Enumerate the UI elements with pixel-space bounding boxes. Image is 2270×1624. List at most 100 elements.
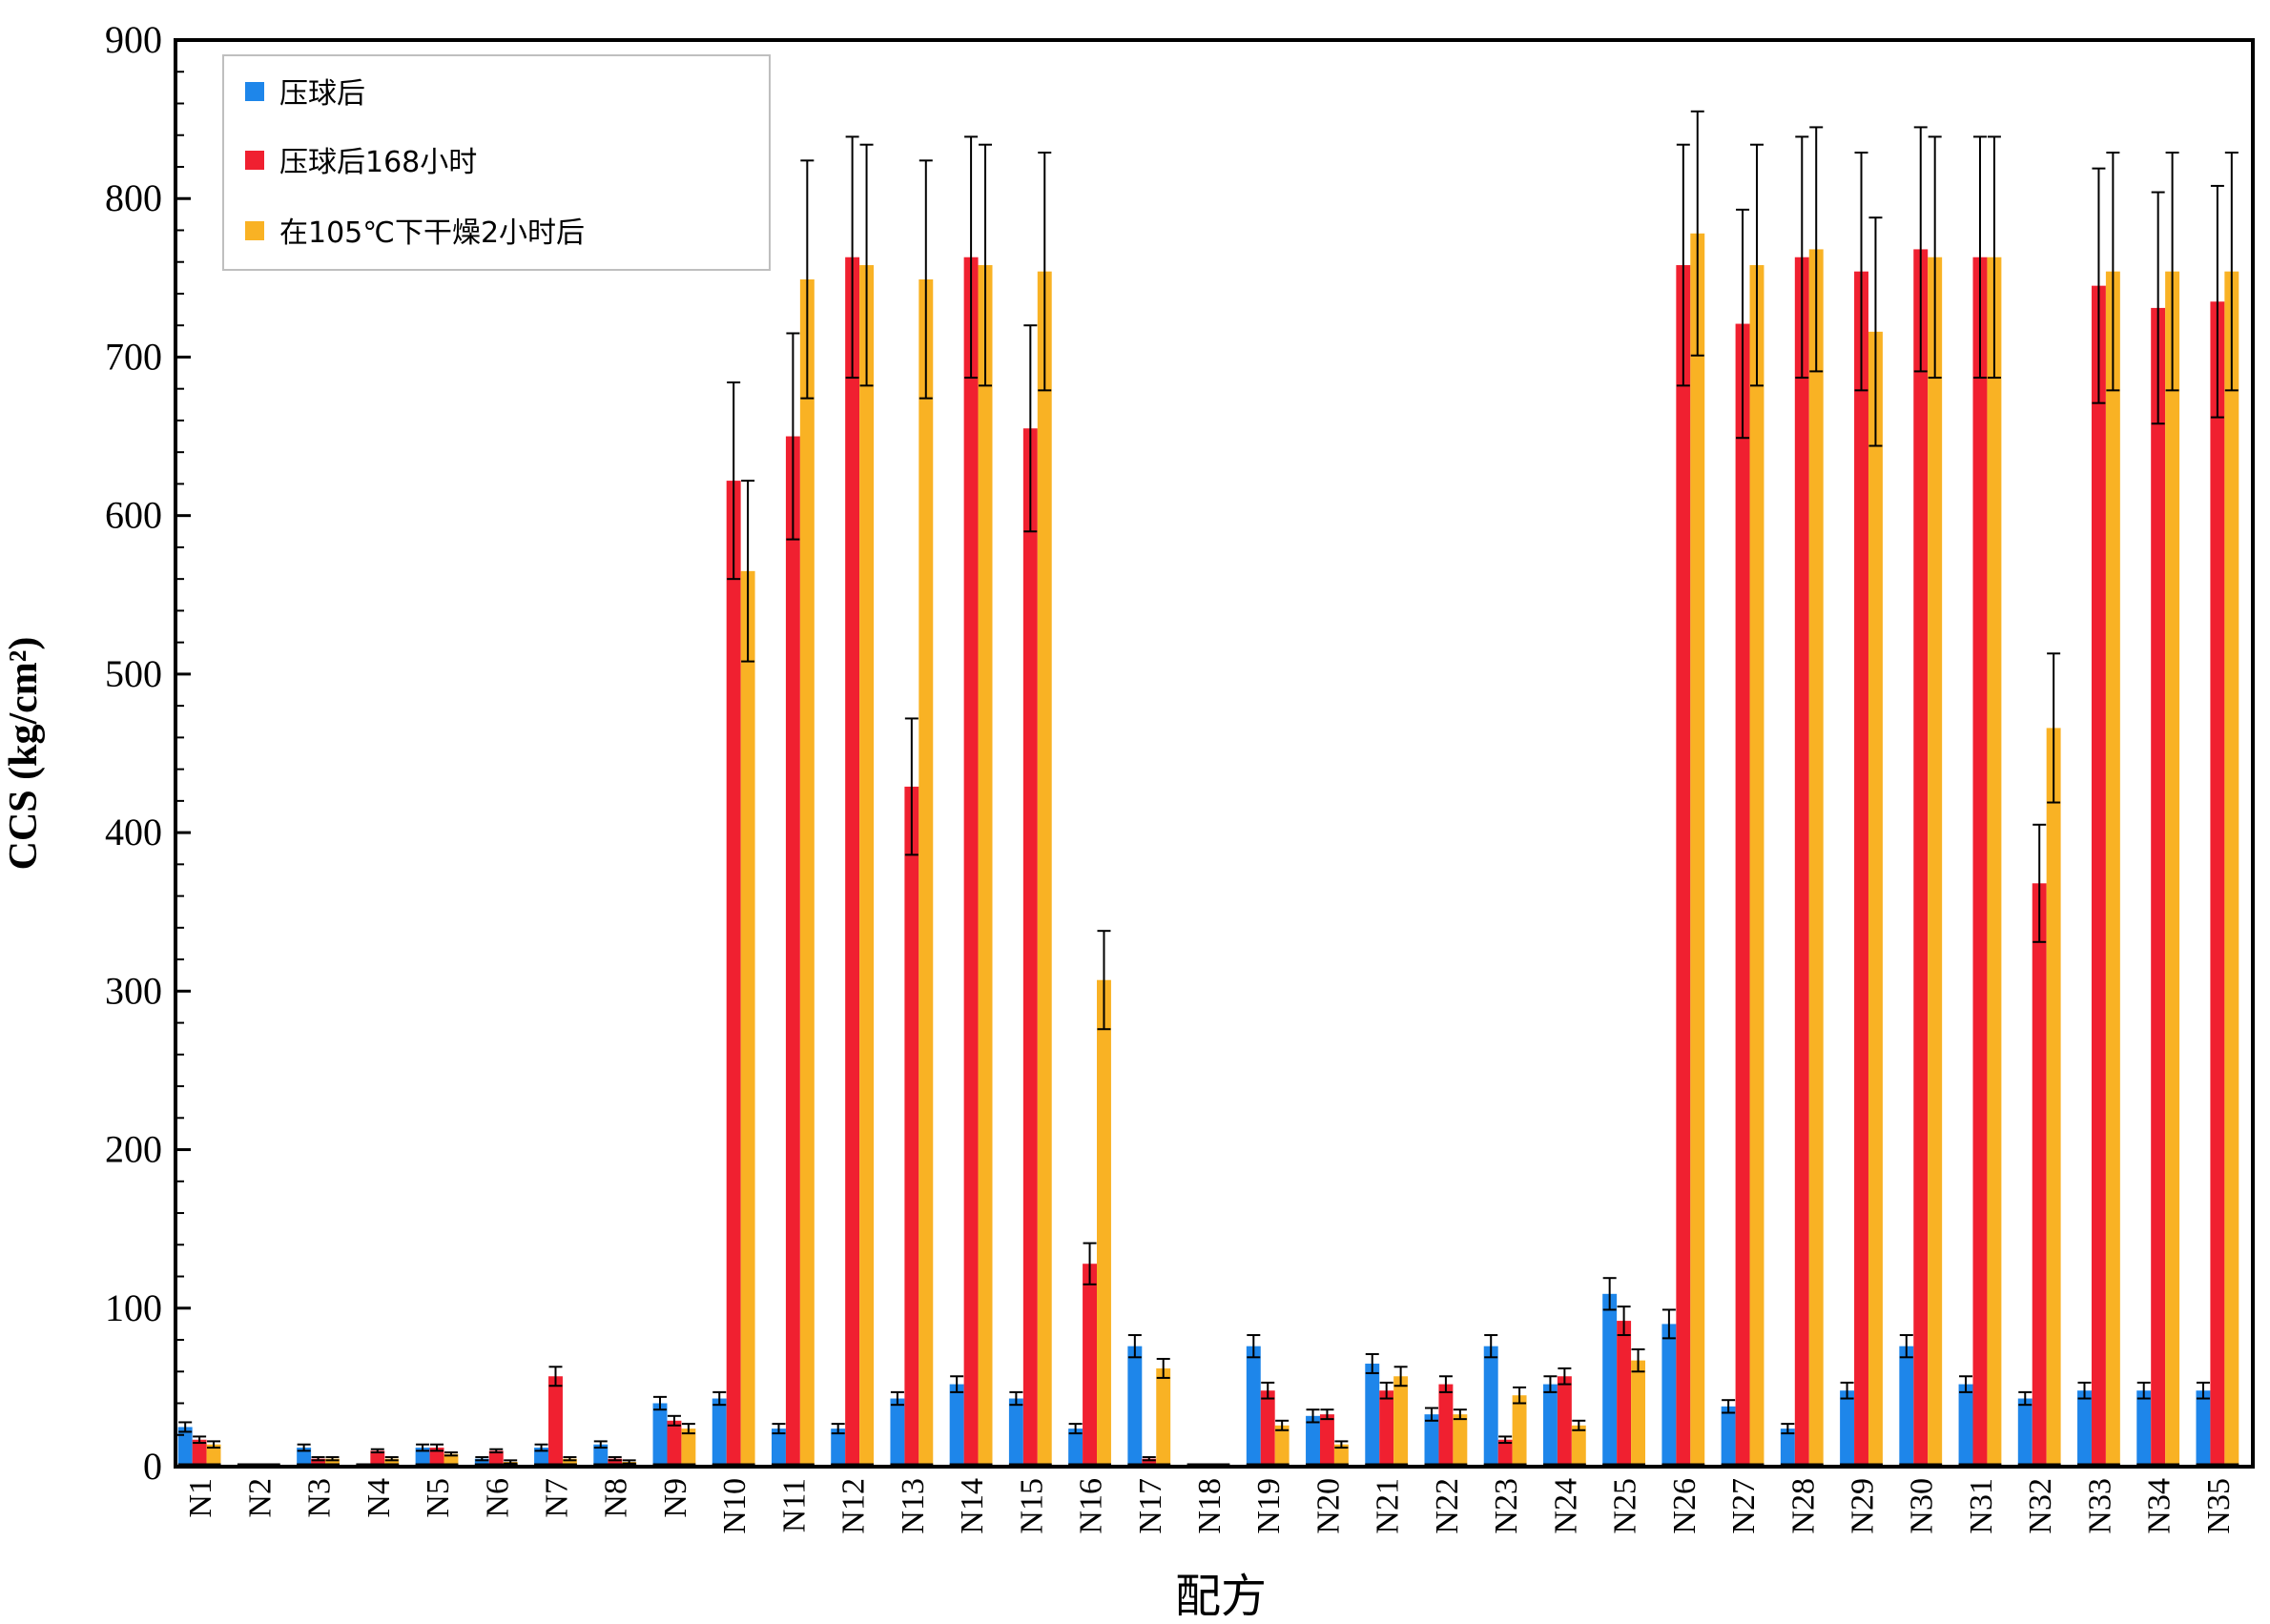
- error-bar-N11-series-2: [786, 332, 800, 541]
- x-tick-label: N2: [242, 1478, 278, 1518]
- x-tick-label: N22: [1430, 1478, 1465, 1534]
- bar-N31-series-1: [1958, 1384, 1973, 1467]
- error-bar-N27-series-1: [1722, 1399, 1736, 1414]
- bar-N29-series-1: [1840, 1390, 1855, 1467]
- bar-N19-series-3: [1274, 1425, 1290, 1467]
- error-bar-N11-series-1: [772, 1423, 786, 1435]
- x-tick-label: N10: [717, 1478, 753, 1534]
- error-bar-N19-series-3: [1275, 1419, 1290, 1431]
- error-bar-N12-series-2: [845, 135, 859, 380]
- bar-N10-series-3: [740, 570, 755, 1467]
- error-bar-N24-series-3: [1572, 1419, 1586, 1431]
- bar-N12-series-1: [831, 1429, 846, 1467]
- x-tick-label: N8: [599, 1478, 634, 1518]
- bar-N12-series-2: [845, 257, 860, 1467]
- bar-N30-series-1: [1899, 1346, 1914, 1467]
- bar-N25-series-2: [1617, 1321, 1632, 1467]
- x-axis-label: 配方: [1175, 1570, 1267, 1623]
- error-bar-N15-series-2: [1023, 324, 1038, 533]
- error-bar-N15-series-3: [1038, 152, 1052, 392]
- bar-N21-series-2: [1379, 1390, 1394, 1467]
- error-bar-N28-series-2: [1795, 135, 1809, 380]
- bar-N25-series-3: [1631, 1360, 1646, 1467]
- error-bar-N30-series-3: [1928, 135, 1942, 380]
- error-bar-N5-series-1: [416, 1443, 430, 1452]
- error-bar-N21-series-1: [1365, 1352, 1379, 1374]
- error-bar-N21-series-2: [1379, 1381, 1393, 1400]
- x-tick-label: N20: [1310, 1478, 1346, 1534]
- error-bar-N28-series-3: [1809, 126, 1824, 373]
- x-tick-label: N30: [1905, 1478, 1940, 1534]
- error-bar-N16-series-1: [1068, 1423, 1083, 1435]
- x-tick-label: N34: [2142, 1478, 2177, 1534]
- bar-N10-series-2: [726, 481, 741, 1467]
- x-tick-label: N3: [302, 1478, 338, 1518]
- bar-N16-series-1: [1068, 1429, 1083, 1467]
- error-bar-N32-series-1: [2018, 1390, 2033, 1407]
- bar-N4-series-2: [370, 1450, 385, 1467]
- y-tick-label: 200: [105, 1128, 162, 1171]
- error-bar-N30-series-2: [1913, 126, 1928, 373]
- error-bar-N14-series-3: [979, 143, 993, 387]
- bar-N11-series-2: [785, 436, 800, 1467]
- error-bar-N32-series-3: [2047, 652, 2061, 804]
- error-bar-N9-series-1: [653, 1395, 668, 1411]
- bar-N30-series-3: [1928, 257, 1943, 1467]
- error-bar-N24-series-2: [1558, 1367, 1572, 1386]
- bar-N8-series-1: [593, 1444, 609, 1467]
- bar-N27-series-1: [1721, 1406, 1736, 1467]
- error-bar-N21-series-3: [1393, 1366, 1408, 1388]
- error-bar-N25-series-1: [1602, 1277, 1617, 1311]
- bars-layer: [177, 233, 2239, 1468]
- error-bar-N7-series-1: [534, 1443, 548, 1452]
- error-bar-N6-series-2: [489, 1448, 504, 1454]
- error-bar-N1-series-1: [178, 1421, 193, 1433]
- bar-N19-series-1: [1246, 1346, 1261, 1467]
- error-bar-N5-series-3: [444, 1451, 458, 1457]
- error-bar-N8-series-2: [608, 1456, 622, 1462]
- error-bar-N17-series-1: [1127, 1334, 1142, 1359]
- error-bar-N5-series-2: [430, 1443, 444, 1452]
- error-bar-N31-series-2: [1972, 135, 1987, 380]
- error-bar-N8-series-3: [622, 1459, 636, 1465]
- error-bar-N22-series-3: [1453, 1408, 1467, 1421]
- bar-N13-series-3: [918, 278, 934, 1467]
- bar-N7-series-3: [562, 1458, 577, 1467]
- error-bars-layer: [178, 110, 2239, 1465]
- bar-N34-series-2: [2151, 307, 2166, 1468]
- y-axis: 0 100 200 300 400 500 600 700 800 900: [105, 18, 191, 1488]
- x-tick-label: N27: [1726, 1478, 1762, 1534]
- legend-swatch-series-1: [245, 82, 264, 101]
- bar-N24-series-3: [1571, 1425, 1586, 1467]
- x-tick-label: N26: [1667, 1478, 1702, 1534]
- error-bar-N22-series-1: [1424, 1407, 1438, 1422]
- error-bar-N7-series-2: [548, 1366, 563, 1388]
- legend-label-series-1: 压球后: [279, 77, 365, 111]
- bar-N10-series-1: [712, 1398, 727, 1467]
- bar-N1-series-2: [192, 1439, 207, 1467]
- bar-N5-series-1: [415, 1448, 430, 1467]
- error-bar-N14-series-1: [950, 1375, 964, 1393]
- error-bar-N25-series-3: [1631, 1347, 1645, 1373]
- legend-label-series-3: 在105℃下干燥2小时后: [279, 216, 585, 250]
- bar-N32-series-1: [2017, 1398, 2033, 1467]
- bar-N25-series-1: [1602, 1293, 1618, 1467]
- error-bar-N33-series-2: [2092, 167, 2106, 404]
- bar-N8-series-2: [608, 1458, 623, 1467]
- x-tick-label: N25: [1608, 1478, 1643, 1534]
- error-bar-N8-series-1: [593, 1440, 608, 1449]
- bar-N34-series-1: [2136, 1390, 2152, 1467]
- error-bar-N34-series-1: [2136, 1381, 2151, 1400]
- x-tick-label: N17: [1133, 1478, 1168, 1534]
- bar-N7-series-1: [534, 1448, 549, 1467]
- error-bar-N1-series-3: [207, 1440, 221, 1449]
- bar-N28-series-1: [1780, 1429, 1795, 1467]
- bar-N1-series-3: [206, 1444, 221, 1467]
- x-tick-label: N35: [2201, 1478, 2237, 1534]
- error-bar-N24-series-1: [1543, 1375, 1558, 1393]
- x-tick-label: N16: [1074, 1478, 1109, 1534]
- bar-N13-series-2: [904, 786, 919, 1467]
- legend-swatch-series-2: [245, 151, 264, 170]
- error-bar-N35-series-1: [2196, 1381, 2210, 1400]
